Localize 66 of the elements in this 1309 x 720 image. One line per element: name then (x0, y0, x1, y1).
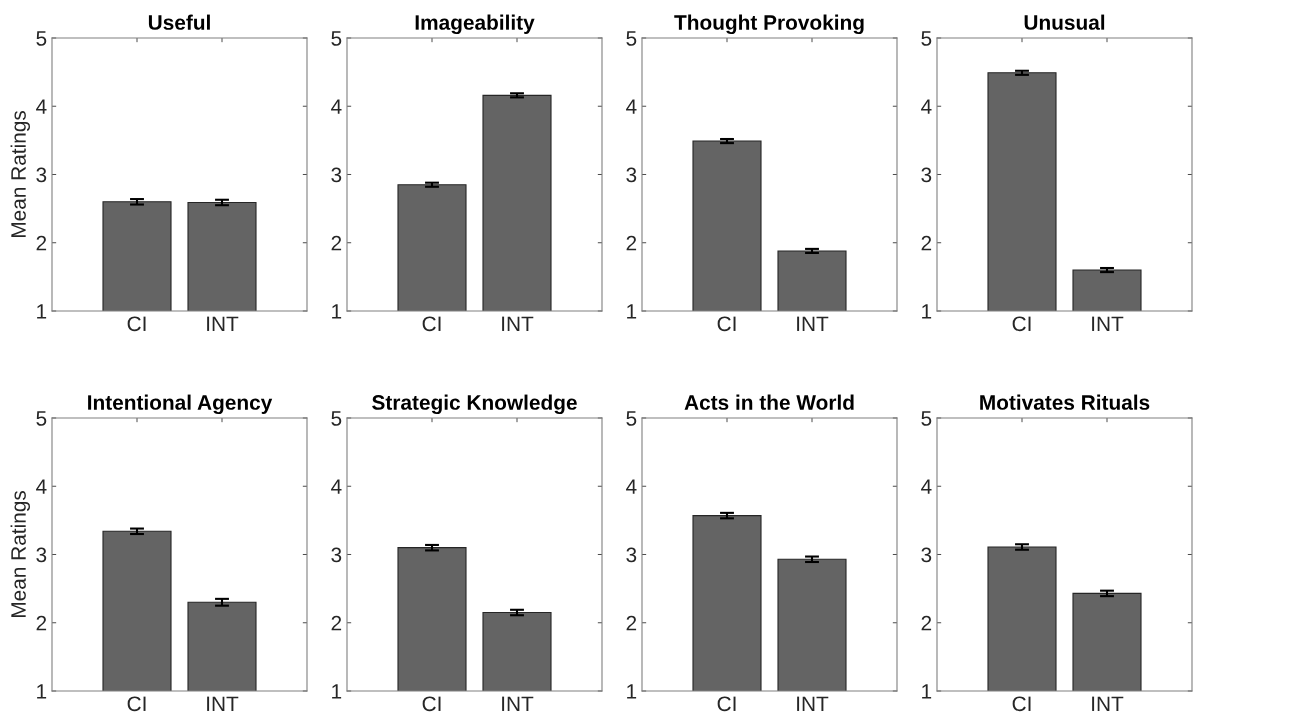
chart-title: Intentional Agency (88, 394, 273, 415)
y-tick-label: 4 (36, 479, 47, 494)
y-tick-label: 4 (626, 479, 637, 494)
y-tick-label: 1 (37, 684, 47, 699)
chart-title: Strategic Knowledge (372, 394, 577, 415)
y-tick-label: 1 (627, 304, 637, 319)
y-tick-label: 3 (36, 547, 47, 563)
x-tick-label: CI (127, 316, 146, 332)
y-tick-label: 2 (331, 615, 342, 631)
x-tick-label: CI (127, 696, 146, 712)
y-tick-label: 3 (331, 167, 342, 183)
y-tick-label: 1 (922, 684, 932, 699)
y-tick-label: 5 (626, 31, 637, 46)
chart-title: Unusual (1024, 14, 1105, 30)
y-tick-label: 2 (626, 615, 637, 631)
y-tick-label: 5 (331, 31, 342, 46)
chart-title: Thought Provoking (674, 14, 864, 35)
x-tick-label: INT (1092, 696, 1124, 711)
y-tick-label: 5 (36, 31, 47, 46)
y-tick-label: 3 (331, 547, 342, 563)
y-tick-label: 1 (922, 304, 932, 319)
y-tick-label: 4 (921, 479, 932, 494)
x-tick-label: CI (1012, 316, 1031, 332)
x-tick-label: CI (717, 316, 736, 332)
y-tick-label: 2 (331, 235, 342, 251)
y-tick-label: 3 (921, 167, 932, 183)
y-tick-label: 3 (626, 547, 637, 563)
y-tick-label: 2 (36, 615, 47, 631)
chart-title: Acts in the World (684, 394, 854, 410)
x-tick-label: CI (717, 696, 736, 712)
x-tick-label: INT (797, 696, 829, 711)
y-tick-label: 5 (331, 411, 342, 426)
y-tick-label: 5 (36, 411, 47, 426)
y-tick-label: 1 (332, 684, 342, 699)
y-tick-label: 2 (921, 235, 932, 251)
x-tick-label: INT (207, 696, 239, 711)
x-tick-label: CI (422, 316, 441, 332)
x-tick-label: CI (1012, 696, 1031, 712)
y-tick-label: 4 (921, 99, 932, 114)
x-tick-label: CI (422, 696, 441, 712)
y-tick-label: 3 (36, 167, 47, 183)
x-tick-label: INT (502, 696, 534, 711)
y-tick-label: 3 (626, 167, 637, 183)
chart-title: Motivates Rituals (980, 394, 1150, 410)
chart-title: Imageability (415, 14, 535, 35)
x-tick-label: INT (797, 316, 829, 331)
y-tick-label: 4 (331, 479, 342, 494)
y-tick-label: 5 (626, 411, 637, 426)
y-tick-label: 2 (921, 615, 932, 631)
y-tick-label: 1 (37, 304, 47, 319)
chart-title: Useful (148, 14, 210, 30)
y-tick-label: 2 (626, 235, 637, 251)
y-axis-title: Mean Ratings (10, 490, 30, 618)
y-tick-label: 1 (627, 684, 637, 699)
y-tick-label: 5 (921, 31, 932, 46)
y-tick-label: 3 (921, 547, 932, 563)
y-tick-label: 4 (626, 99, 637, 114)
y-tick-label: 2 (36, 235, 47, 251)
x-tick-label: INT (207, 316, 239, 331)
x-tick-label: INT (502, 316, 534, 331)
y-tick-label: 1 (332, 304, 342, 319)
y-axis-title: Mean Ratings (10, 110, 30, 238)
y-tick-label: 4 (331, 99, 342, 114)
y-tick-label: 4 (36, 99, 47, 114)
x-tick-label: INT (1092, 316, 1124, 331)
y-tick-label: 5 (921, 411, 932, 426)
